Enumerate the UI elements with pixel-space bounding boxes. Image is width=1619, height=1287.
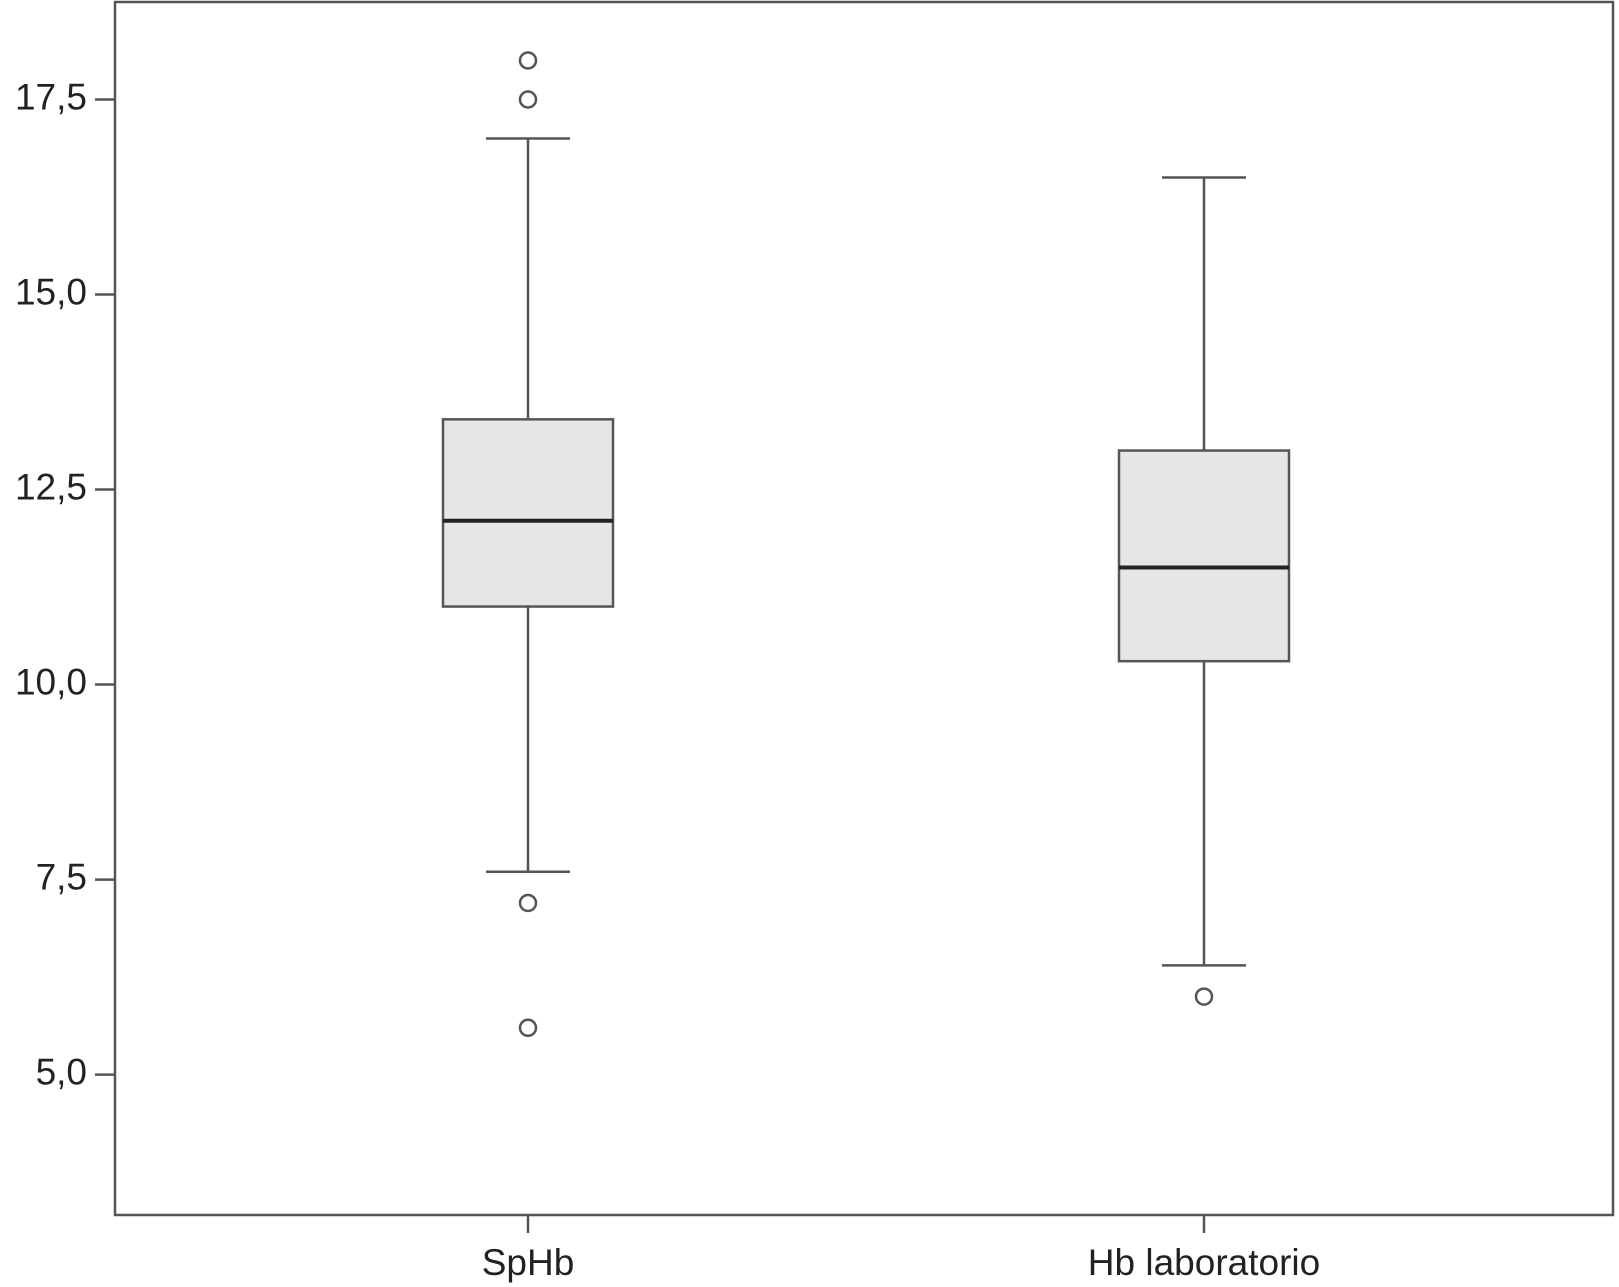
outlier — [1194, 987, 1214, 1006]
outlier — [518, 90, 538, 109]
outlier — [518, 51, 538, 70]
box — [1117, 449, 1291, 663]
y-tick-label: 12,5 — [15, 466, 87, 507]
x-tick-label: Hb laboratorio — [1088, 1242, 1320, 1283]
y-tick-label: 5,0 — [36, 1051, 87, 1092]
x-tick-label: SpHb — [482, 1242, 575, 1283]
y-tick-label: 10,0 — [15, 661, 87, 702]
outlier — [518, 1018, 538, 1038]
box — [441, 418, 615, 608]
y-tick-label: 7,5 — [36, 856, 87, 897]
outlier — [518, 893, 538, 913]
plot-frame — [113, 0, 1615, 1217]
y-tick-label: 17,5 — [15, 76, 87, 117]
y-tick-label: 15,0 — [15, 271, 87, 312]
